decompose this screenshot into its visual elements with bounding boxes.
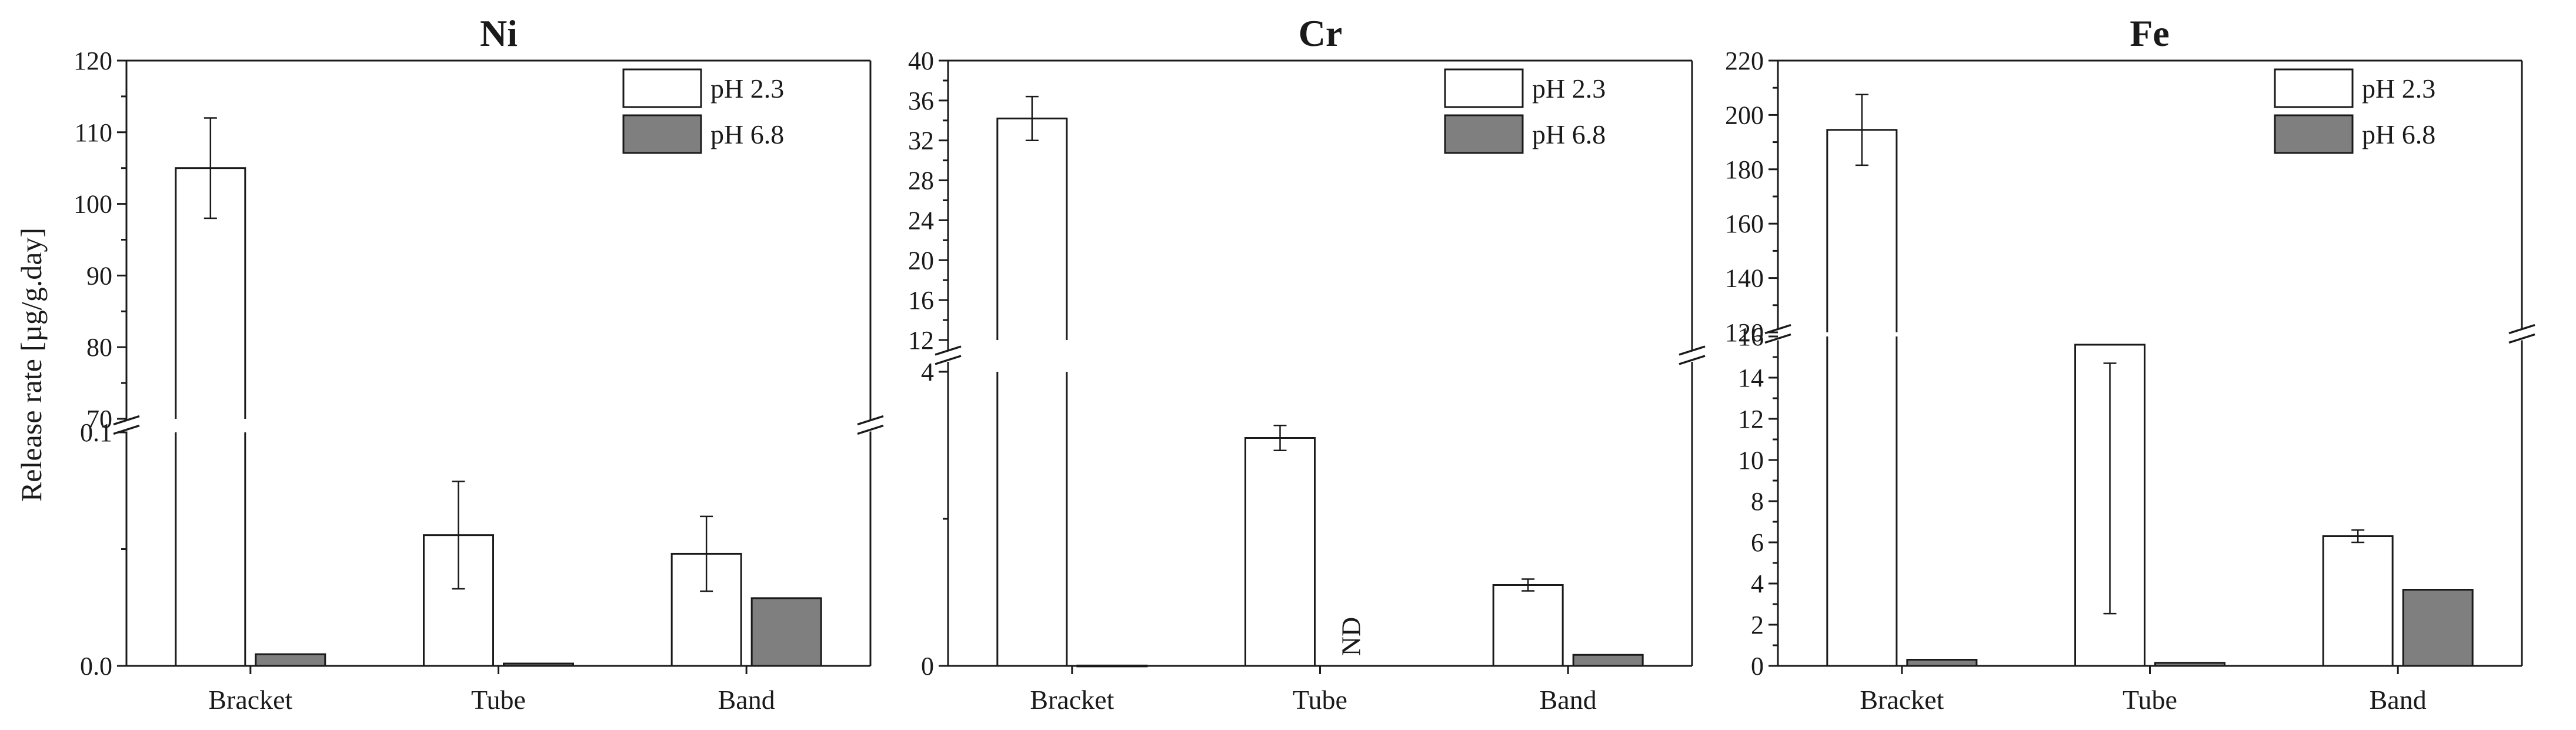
axis-break-right: [857, 415, 884, 435]
y-tick-label: 2: [1751, 611, 1764, 639]
nd-annotation: ND: [1336, 617, 1366, 656]
y-tick-label: 16: [1738, 322, 1764, 351]
legend-label: pH 2.3: [2362, 74, 2435, 104]
legend-swatch: [2274, 114, 2354, 154]
y-tick-label: 24: [908, 206, 934, 235]
y-tick-label: 0.1: [80, 418, 112, 447]
y-tick-label: 12: [1738, 405, 1764, 434]
bar: [996, 117, 1068, 667]
bar: [503, 662, 574, 667]
x-tick-label: Band: [2370, 685, 2427, 715]
y-tick-label: 16: [908, 286, 934, 315]
x-tick-label: Bracket: [208, 685, 292, 715]
y-tick-label: 140: [1725, 264, 1764, 293]
legend-swatch: [622, 68, 702, 108]
chart-title: Fe: [2130, 12, 2170, 54]
y-tick-label: 0: [921, 652, 934, 681]
legend-swatch: [1444, 68, 1524, 108]
x-tick-label: Band: [1540, 685, 1597, 715]
legend-swatch: [622, 114, 702, 154]
bar: [1826, 129, 1898, 667]
bar: [1906, 659, 1978, 667]
legend-label: pH 2.3: [710, 74, 784, 104]
y-tick-label: 10: [1738, 446, 1764, 475]
bar: [175, 167, 246, 667]
y-tick-label: 0: [1751, 652, 1764, 681]
chart-title: Ni: [480, 12, 518, 54]
x-tick-label: Band: [718, 685, 775, 715]
bar: [2322, 535, 2394, 667]
bar: [1572, 654, 1644, 667]
bar-break-gap: [995, 340, 1069, 372]
legend-label: pH 6.8: [2362, 119, 2435, 149]
legend-label: pH 6.8: [710, 119, 784, 149]
bar: [750, 597, 822, 667]
y-tick-label: 28: [908, 166, 934, 195]
bar: [2154, 662, 2225, 667]
bar: [2402, 589, 2474, 667]
y-tick-label: 14: [1738, 364, 1764, 392]
panel-cr: Cr 0 4 12 16 20 24 28 32 36 40 Bracket Tube ND Band pH …: [908, 12, 1706, 715]
bar: [670, 552, 742, 667]
y-tick-label: 120: [74, 46, 112, 75]
x-tick-label: Bracket: [1860, 685, 1944, 715]
y-axis-label: Release rate [µg/g.day]: [15, 228, 48, 502]
x-tick-label: Tube: [2123, 685, 2177, 715]
bar: [1492, 584, 1564, 667]
y-tick-label: 36: [908, 86, 934, 115]
y-tick-label: 6: [1751, 528, 1764, 557]
y-tick-label: 4: [1751, 569, 1764, 598]
y-tick-label: 100: [74, 190, 112, 219]
y-tick-label: 8: [1751, 487, 1764, 516]
y-tick-label: 180: [1725, 155, 1764, 184]
y-tick-label: 20: [908, 246, 934, 275]
y-tick-label: 80: [86, 333, 112, 362]
y-tick-label: 0.0: [80, 652, 112, 681]
y-tick-label: 40: [908, 46, 934, 75]
bar-break-gap: [173, 419, 247, 432]
chart-title: Cr: [1299, 12, 1343, 54]
bar-break-gap: [1825, 332, 1898, 336]
panel-ni: Ni 0.0 0.170 80 90 100 110 120 Release rate [µg/…: [15, 12, 884, 715]
legend-label: pH 2.3: [1532, 74, 1606, 104]
bar: [255, 653, 326, 667]
y-tick-label: 160: [1725, 209, 1764, 238]
y-tick-label: 90: [86, 261, 112, 290]
legend-label: pH 6.8: [1532, 119, 1606, 149]
x-tick-label: Tube: [471, 685, 526, 715]
y-tick-label: 12: [908, 326, 934, 355]
y-tick-label: 32: [908, 126, 934, 155]
legend-swatch: [1444, 114, 1524, 154]
axis-break-right: [2508, 324, 2535, 344]
bar: [1244, 437, 1316, 667]
axis-break-left: [935, 345, 962, 365]
y-tick-label: 220: [1725, 46, 1764, 75]
y-tick-label: 70: [86, 405, 112, 434]
x-tick-label: Bracket: [1030, 685, 1114, 715]
y-tick-label: 200: [1725, 101, 1764, 129]
legend-swatch: [2274, 68, 2354, 108]
x-tick-label: Tube: [1293, 685, 1347, 715]
y-tick-label: 4: [921, 358, 934, 386]
bar: [1076, 664, 1148, 668]
y-tick-label: 120: [1725, 318, 1764, 347]
axis-break-right: [1679, 345, 1706, 365]
y-tick-label: 110: [75, 118, 112, 147]
